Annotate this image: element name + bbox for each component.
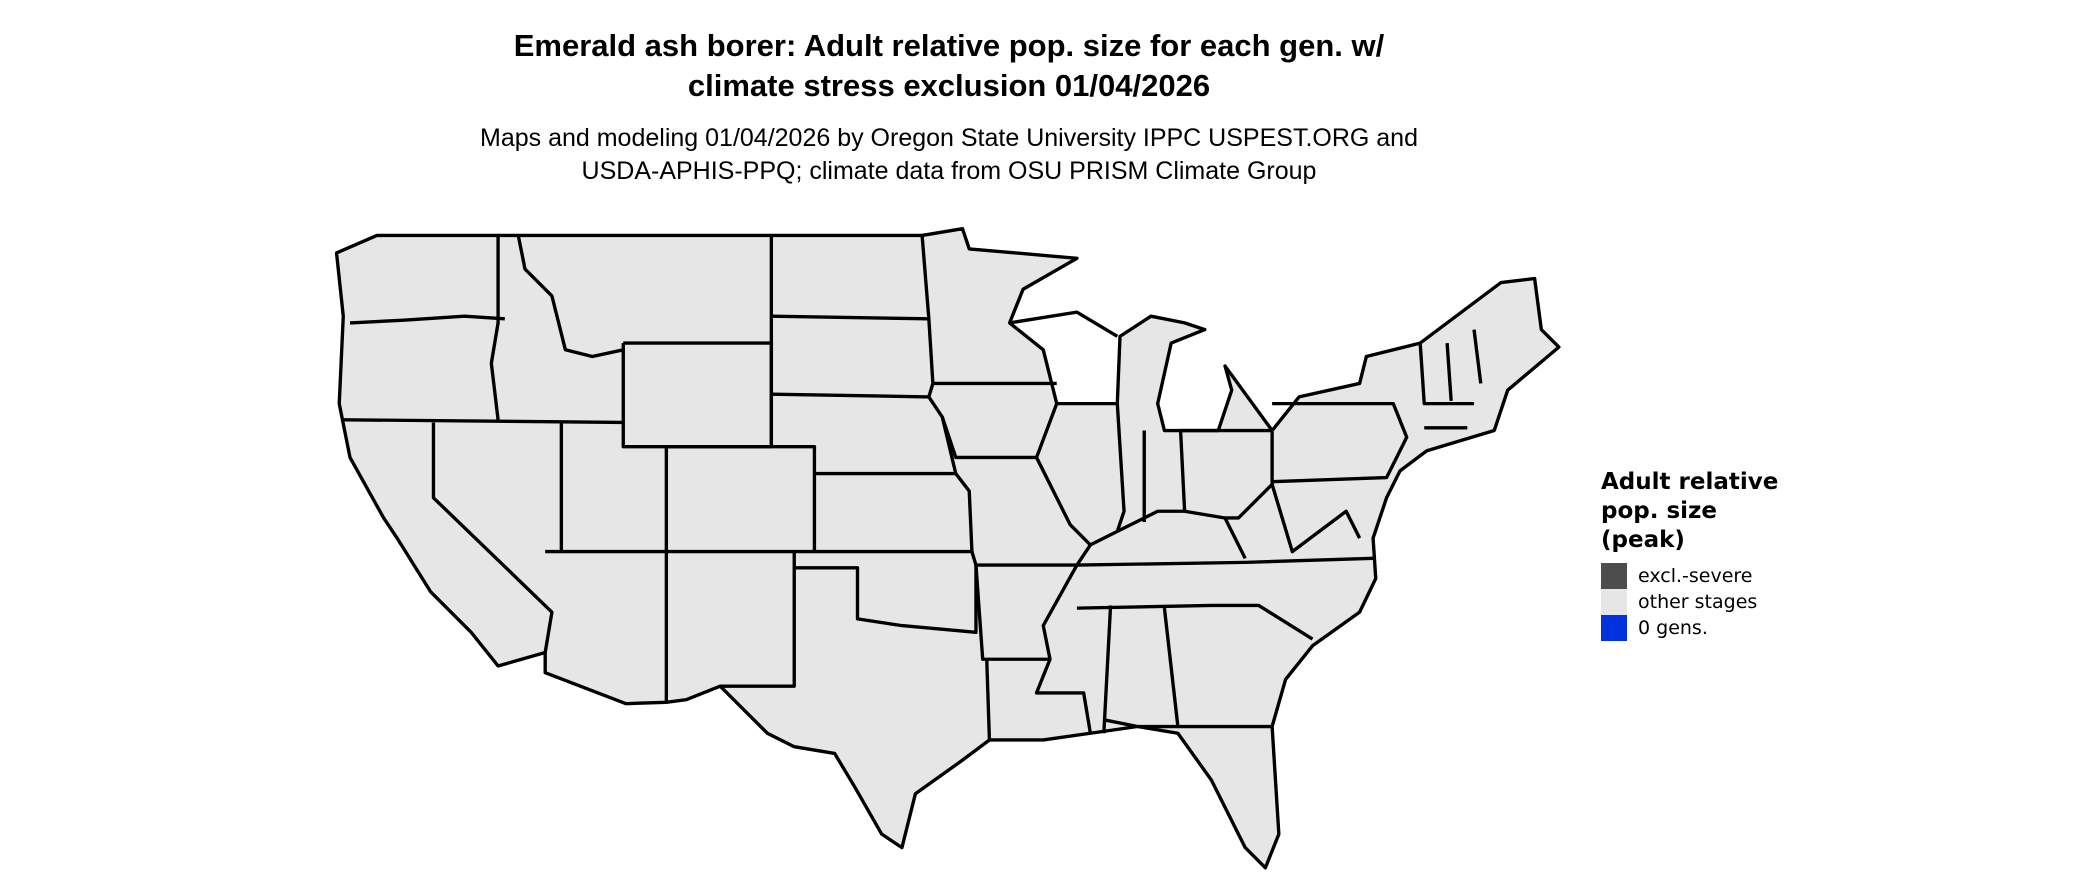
state-border (1418, 342, 1475, 406)
subtitle-line-2: USDA-APHIS-PPQ; climate data from OSU PR… (581, 157, 1317, 185)
legend-item-0-gens: 0 gens. (1601, 615, 1801, 641)
map-subtitle: Maps and modeling 01/04/2026 by Oregon S… (0, 122, 1898, 188)
state-border (814, 471, 974, 554)
legend-label: 0 gens. (1638, 617, 1708, 639)
subtitle-line-1: Maps and modeling 01/04/2026 by Oregon S… (480, 124, 1418, 152)
state-border (343, 418, 624, 425)
legend-swatch (1601, 615, 1627, 641)
legend-item-excl-severe: excl.-severe (1601, 563, 1801, 589)
state-border (349, 314, 505, 325)
legend-swatch (1601, 563, 1627, 589)
state-border (1076, 603, 1314, 641)
state-border (1089, 509, 1247, 560)
state-border (1178, 430, 1187, 512)
state-border (1034, 658, 1093, 734)
legend-title-line: Adult relative (1601, 469, 1779, 495)
state-border (920, 235, 935, 398)
state-border (1472, 329, 1483, 384)
state-border (1009, 310, 1119, 338)
state-border (794, 565, 978, 635)
state-border (1270, 483, 1362, 554)
state-border (1445, 342, 1453, 402)
state-border (1115, 403, 1126, 532)
state-border (1103, 718, 1178, 729)
legend-item-other-stages: other stages (1601, 589, 1801, 615)
state-border (970, 456, 1093, 567)
legend-title-line: pop. size (1601, 498, 1718, 524)
legend-label: excl.-severe (1638, 565, 1753, 587)
state-borders (343, 235, 1483, 741)
state-border (940, 403, 1059, 460)
title-line-2: climate stress exclusion 01/04/2026 (687, 68, 1211, 103)
state-border (1102, 605, 1113, 734)
us-outline (334, 227, 1561, 870)
state-border (985, 659, 992, 741)
state-border (720, 551, 796, 688)
legend-label: other stages (1638, 591, 1758, 613)
state-border (516, 235, 624, 359)
map-title: Emerald ash borer: Adult relative pop. s… (0, 26, 1898, 106)
legend-title-line: (peak) (1601, 527, 1685, 553)
legend: Adult relative pop. size (peak) excl.-se… (1601, 468, 1801, 641)
state-border (431, 422, 554, 653)
state-border (489, 235, 500, 420)
title-line-1: Emerald ash borer: Adult relative pop. s… (513, 28, 1385, 63)
state-border (771, 314, 929, 321)
state-border (771, 392, 958, 474)
state-border (1272, 401, 1409, 484)
state-border (1076, 556, 1374, 567)
legend-swatch (1601, 589, 1627, 615)
state-border (666, 444, 817, 552)
legend-title: Adult relative pop. size (peak) (1601, 468, 1801, 555)
